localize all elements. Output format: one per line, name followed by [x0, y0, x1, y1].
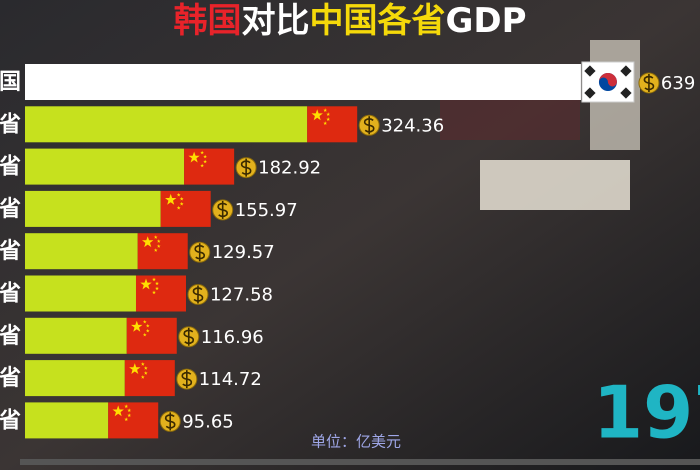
coin-icon [217, 200, 228, 219]
flag-star [112, 405, 124, 417]
y-tick-label: 省 [0, 239, 21, 264]
flag-star [156, 239, 161, 243]
coin-icon [240, 158, 252, 177]
flag [307, 106, 358, 143]
flag-star [155, 281, 159, 286]
y-tick-label: 省 [0, 366, 21, 391]
flag-star [165, 193, 177, 205]
value-label: 324.36 [381, 115, 444, 136]
flag-star [326, 117, 331, 121]
coin-icon [192, 285, 204, 304]
coin-icon [363, 116, 375, 135]
flag-star [129, 363, 141, 374]
bar [25, 317, 127, 354]
flag-star [311, 109, 323, 121]
flag-star [124, 404, 129, 408]
flag-star [124, 417, 129, 421]
flag [126, 317, 177, 354]
flag-star [145, 323, 150, 328]
y-tick-label: 省 [0, 155, 21, 180]
bar [25, 360, 125, 397]
value-label: 114.72 [199, 369, 262, 390]
title-part: GDP [445, 1, 526, 41]
bar [25, 64, 581, 100]
flag-star [156, 244, 161, 248]
flag-star [140, 375, 145, 379]
flag [124, 360, 175, 397]
flag-star [179, 201, 184, 206]
flag [135, 275, 186, 312]
chart-title: 韩国对比中国各省GDP [173, 1, 526, 41]
coin-icon [181, 370, 193, 389]
flag-star [143, 371, 148, 375]
flag-star [179, 196, 184, 201]
bar [25, 275, 136, 312]
flag-star [323, 108, 328, 112]
value-label: 182.92 [258, 158, 321, 179]
flag-star [323, 121, 328, 125]
flag-star [131, 320, 143, 332]
y-tick-label: 省 [0, 324, 21, 349]
y-tick-label: 省 [0, 112, 21, 137]
flag-star [176, 192, 181, 197]
flag-star [140, 362, 145, 366]
coin-icon [643, 74, 655, 92]
shop-sign [440, 100, 580, 140]
flag-star [127, 408, 132, 412]
flag-star [143, 366, 148, 370]
value-label: 95.65 [182, 411, 234, 432]
title-part: 韩国 [173, 1, 241, 41]
flag-star [203, 159, 207, 164]
value-label: 129.57 [212, 242, 275, 263]
flag [184, 148, 235, 185]
y-tick-label: 国 [0, 70, 21, 95]
title-part: 中国各省 [309, 1, 445, 41]
value-label: 127.58 [210, 285, 273, 306]
flag [137, 233, 188, 270]
flag-star [153, 248, 158, 252]
flag-taegeuk [598, 73, 617, 87]
coin-icon [183, 327, 195, 346]
flag-star [142, 332, 147, 337]
flag-star [142, 319, 147, 324]
coin-icon [164, 412, 176, 431]
bar [25, 190, 161, 227]
flag-star [153, 235, 158, 239]
title-part: 对比 [241, 1, 309, 41]
unit-label: 单位：亿美元 [311, 433, 401, 451]
bar [25, 233, 138, 270]
coin-icon [194, 243, 206, 262]
flag-star [176, 205, 181, 210]
flag [160, 190, 211, 227]
y-tick-label: 省 [0, 197, 21, 222]
y-tick-label: 省 [0, 408, 21, 433]
flag [108, 402, 159, 439]
y-tick-label: 省 [0, 282, 21, 307]
value-label: 639 [661, 73, 695, 94]
bar [25, 148, 185, 185]
flag-star [152, 290, 156, 295]
flag-star [145, 328, 150, 333]
bar [25, 106, 308, 143]
flag-star [127, 413, 132, 417]
flag-star [200, 150, 204, 155]
bar [25, 402, 109, 439]
shop-sign [480, 160, 630, 210]
flag-star [200, 163, 204, 168]
value-label: 116.96 [201, 327, 264, 348]
flag-star [155, 286, 159, 291]
flag-star [142, 236, 154, 248]
flag-star [203, 154, 207, 159]
year-label: 197 [593, 371, 700, 455]
flag-star [188, 151, 200, 163]
value-label: 155.97 [235, 200, 298, 221]
flag-star [326, 112, 331, 116]
flag-star [152, 277, 156, 282]
flag-star [140, 278, 152, 290]
